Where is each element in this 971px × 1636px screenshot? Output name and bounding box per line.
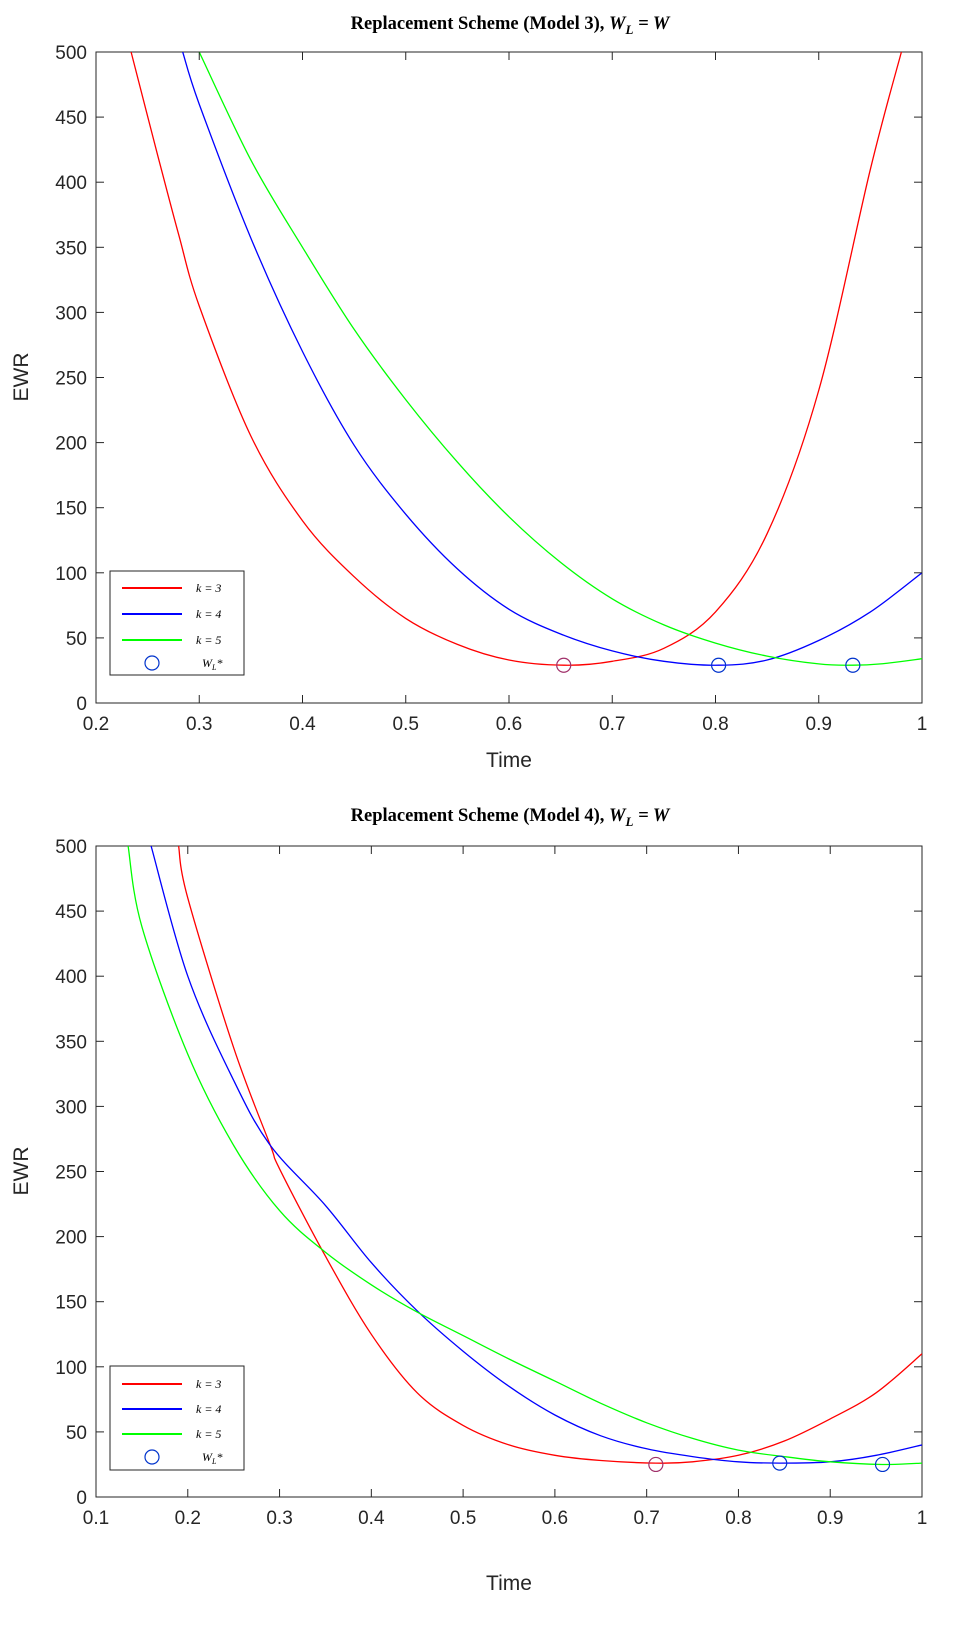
y-tick-label: 500 — [55, 837, 87, 858]
x-tick-label: 0.7 — [599, 714, 625, 735]
y-tick-label: 350 — [55, 1032, 87, 1053]
y-axis-label: EWR — [10, 1147, 33, 1196]
y-tick-label: 50 — [66, 629, 87, 650]
optimal-point-marker — [556, 657, 572, 673]
y-tick-label: 300 — [55, 303, 87, 324]
y-tick-label: 450 — [55, 902, 87, 923]
x-tick-label: 0.8 — [702, 714, 728, 735]
x-tick-label: 0.1 — [83, 1508, 109, 1529]
chart-title: Replacement Scheme (Model 4), WL = W — [351, 806, 671, 829]
x-tick-label: 0.4 — [358, 1508, 385, 1529]
x-tick-label: 0.6 — [496, 714, 522, 735]
y-tick-label: 100 — [55, 564, 87, 585]
y-tick-label: 150 — [55, 499, 87, 520]
x-tick-label: 1 — [917, 1508, 928, 1529]
x-tick-label: 0.7 — [633, 1508, 659, 1529]
y-tick-label: 100 — [55, 1358, 87, 1379]
y-axis-label: EWR — [10, 353, 33, 402]
y-tick-label: 200 — [55, 1228, 87, 1249]
x-tick-label: 0.2 — [83, 714, 109, 735]
legend-label-k4: k = 4 — [196, 607, 221, 621]
y-tick-label: 0 — [76, 1488, 87, 1509]
legend-label-optimal: WL* — [202, 1450, 222, 1466]
series-line-k3 — [130, 52, 903, 666]
legend-label-k5: k = 5 — [196, 1427, 221, 1441]
x-tick-label: 0.8 — [725, 1508, 751, 1529]
legend-label-k3: k = 3 — [196, 1377, 221, 1391]
chart-title: Replacement Scheme (Model 3), WL = W — [351, 14, 671, 37]
optimal-point-marker — [845, 657, 861, 673]
x-tick-label: 0.3 — [266, 1508, 292, 1529]
series-line-k4 — [150, 846, 922, 1464]
y-tick-label: 150 — [55, 1293, 87, 1314]
series-line-k3 — [177, 846, 922, 1464]
x-axis-label: Time — [486, 1572, 532, 1595]
y-tick-label: 200 — [55, 434, 87, 455]
y-tick-label: 250 — [55, 1163, 87, 1184]
plot-series — [127, 846, 922, 1473]
x-tick-label: 1 — [917, 714, 928, 735]
x-tick-label: 0.4 — [289, 714, 316, 735]
y-tick-label: 300 — [55, 1097, 87, 1118]
x-tick-label: 0.2 — [175, 1508, 201, 1529]
legend-marker-circle-icon — [144, 655, 160, 671]
chart-panel-model-3: Replacement Scheme (Model 3), WL = W 0.2… — [10, 14, 927, 772]
y-tick-label: 250 — [55, 369, 87, 390]
optimal-point-marker — [772, 1455, 788, 1471]
y-tick-label: 0 — [76, 694, 87, 715]
series-line-k4 — [182, 52, 922, 666]
axis-ticks: 0.2 0.3 0.4 0.5 0.6 0.7 0.8 0.9 1 0 50 100 150 200 250… — [55, 43, 927, 735]
axis-ticks: 0.1 0.2 0.3 0.4 0.5 0.6 0.7 0.8 0.9 1 0 50 100 150 200… — [55, 837, 927, 1529]
x-tick-label: 0.9 — [806, 714, 832, 735]
x-tick-label: 0.3 — [186, 714, 212, 735]
optimal-point-marker — [710, 657, 727, 673]
y-tick-label: 400 — [55, 173, 87, 194]
series-line-k5 — [198, 52, 922, 666]
legend-marker-circle-icon — [144, 1449, 160, 1465]
legend-label-k4: k = 4 — [196, 1402, 221, 1416]
x-tick-label: 0.9 — [817, 1508, 843, 1529]
legend: k = 3 k = 4 k = 5 WL* — [109, 570, 245, 676]
optimal-point-marker — [648, 1456, 664, 1473]
legend-label-optimal: WL* — [202, 656, 222, 672]
optimal-point-marker — [874, 1456, 891, 1473]
legend: k = 3 k = 4 k = 5 WL* — [109, 1365, 245, 1471]
legend-label-k3: k = 3 — [196, 581, 221, 595]
y-tick-label: 350 — [55, 238, 87, 259]
legend-label-k5: k = 5 — [196, 633, 221, 647]
y-tick-label: 500 — [55, 43, 87, 64]
x-tick-label: 0.5 — [450, 1508, 476, 1529]
x-axis-label: Time — [486, 749, 532, 772]
chart-panel-model-4: Replacement Scheme (Model 4), WL = W 0.1… — [10, 806, 927, 1595]
x-tick-label: 0.5 — [393, 714, 419, 735]
y-tick-label: 450 — [55, 108, 87, 129]
x-tick-label: 0.6 — [542, 1508, 568, 1529]
plot-series — [130, 52, 922, 673]
y-tick-label: 50 — [66, 1423, 87, 1444]
y-tick-label: 400 — [55, 967, 87, 988]
